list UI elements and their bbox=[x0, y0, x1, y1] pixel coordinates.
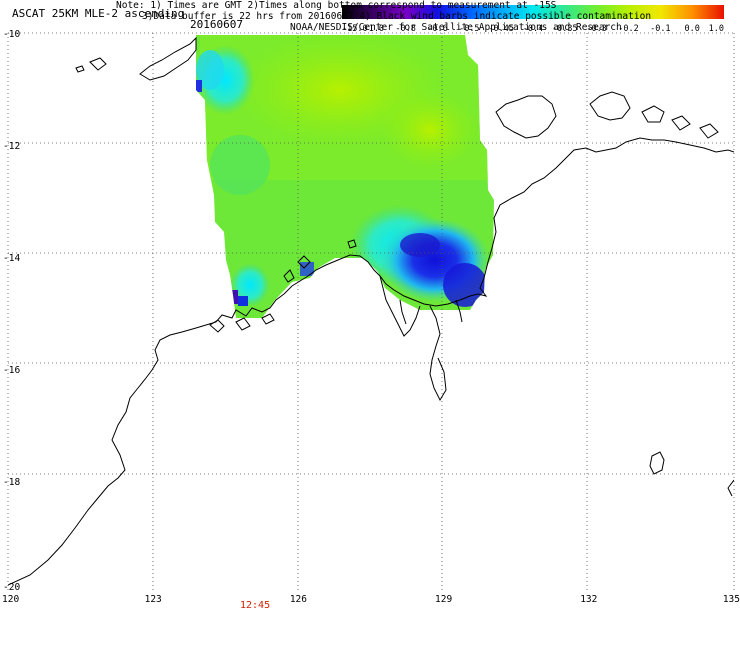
lon-tick-label: 132 bbox=[580, 594, 597, 605]
colorbar-label: -0.3 bbox=[586, 24, 606, 34]
colorbar-label: -1.0 bbox=[364, 24, 384, 34]
colorbar-label: -0.5 bbox=[459, 24, 479, 34]
colorbar-gradient bbox=[342, 5, 724, 19]
map-date: 20160607 bbox=[190, 18, 243, 31]
lon-tick-label: 126 bbox=[290, 594, 307, 605]
lon-tick-label: 120 bbox=[2, 594, 19, 605]
lon-tick-label: 123 bbox=[145, 594, 162, 605]
map-title: ASCAT 25KM MLE-2 ascending bbox=[12, 7, 185, 20]
colorbar-label: -0.35 bbox=[552, 24, 578, 34]
colorbar-label: -0.1 bbox=[650, 24, 670, 34]
lat-tick-label: -18 bbox=[3, 477, 20, 488]
colorbar-label: 1.0 bbox=[709, 24, 724, 34]
time-marker-label: 12:45 bbox=[240, 600, 271, 611]
colorbar: -15.0-1.0 -0.8 -0.6 -0.5 -0.45 -0.4 -0.35 -0.3 -… bbox=[342, 5, 724, 34]
colorbar-label: -15.0 bbox=[342, 24, 368, 34]
note-line-3: NOAA/NESDIS/Center for Satellite Applica… bbox=[290, 22, 622, 33]
colorbar-label: -0.6 bbox=[427, 24, 447, 34]
colorbar-label: -0.2 bbox=[618, 24, 638, 34]
colorbar-label: -0.45 bbox=[488, 24, 514, 34]
lat-tick-label: -10 bbox=[3, 29, 20, 40]
graticule bbox=[7, 32, 735, 593]
colorbar-label: -0.8 bbox=[395, 24, 415, 34]
lat-tick-label: -20 bbox=[3, 582, 20, 593]
colorbar-label: -0.4 bbox=[523, 24, 543, 34]
ascat-swath bbox=[196, 35, 494, 318]
lon-tick-label: 129 bbox=[435, 594, 452, 605]
longitude-labels: 120 123 126 129 132 135 bbox=[2, 594, 740, 605]
colorbar-label: 0.0 bbox=[684, 24, 699, 34]
note-line-2: 3)Data buffer is 22 hrs from 20160607 4)… bbox=[142, 11, 652, 22]
coastline bbox=[8, 36, 734, 586]
lat-tick-label: -14 bbox=[3, 253, 20, 264]
lon-tick-label: 135 bbox=[723, 594, 740, 605]
lat-tick-label: -16 bbox=[3, 365, 20, 376]
latitude-labels: -10 -12 -14 -16 -18 -20 bbox=[3, 29, 20, 593]
note-line-1: Note: 1) Times are GMT 2)Times along bot… bbox=[116, 0, 557, 11]
lat-tick-label: -12 bbox=[3, 141, 20, 152]
